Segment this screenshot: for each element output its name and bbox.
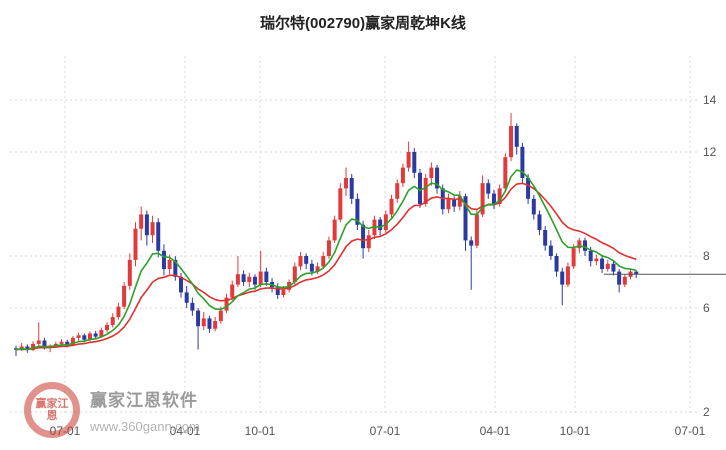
x-axis-label: 04-01	[169, 424, 201, 438]
x-axis-label: 04-01	[479, 424, 511, 438]
x-axis-label: 10-01	[559, 424, 591, 438]
watermark-brand: 赢家江恩软件	[90, 391, 198, 410]
y-axis-label: 14	[703, 93, 717, 107]
x-axis-label: 10-01	[244, 424, 276, 438]
brand-logo-icon: 赢家江恩	[24, 382, 80, 438]
y-axis-label: 12	[703, 145, 717, 159]
x-axis-label: 07-01	[369, 424, 401, 438]
y-axis-label: 2	[703, 405, 710, 419]
watermark-url: www.360gann.com	[90, 419, 200, 434]
y-axis-label: 8	[703, 249, 710, 263]
y-axis-label: 6	[703, 301, 710, 315]
watermark: 赢家江恩 赢家江恩软件 www.360gann.com	[24, 382, 200, 438]
x-axis-label: 07-01	[674, 424, 706, 438]
page-title: 瑞尔特(002790)赢家周乾坤K线	[260, 15, 466, 32]
